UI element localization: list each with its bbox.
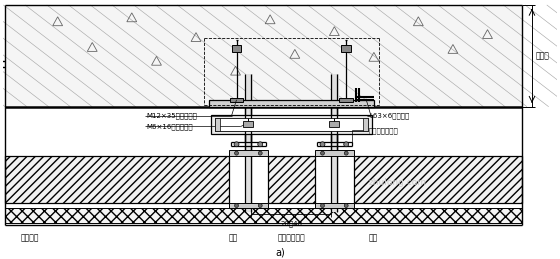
Text: 龙骨: 龙骨 xyxy=(229,233,238,242)
Bar xyxy=(244,120,253,127)
Bar xyxy=(354,156,522,203)
Circle shape xyxy=(344,151,348,155)
Text: M6×16不锈钐螺栓: M6×16不锈钐螺栓 xyxy=(147,123,193,130)
Text: 可调节: 可调节 xyxy=(536,51,550,60)
Bar xyxy=(341,46,351,52)
Bar xyxy=(211,115,372,134)
Circle shape xyxy=(258,151,262,155)
Text: 垂直间隙龙骨: 垂直间隙龙骨 xyxy=(278,233,305,242)
Bar xyxy=(228,203,268,208)
Text: 不锈钐连接螺钉: 不锈钐连接螺钉 xyxy=(369,127,399,134)
Circle shape xyxy=(235,204,239,207)
Circle shape xyxy=(320,151,324,155)
Bar xyxy=(228,150,268,156)
Bar xyxy=(5,208,522,223)
Bar xyxy=(215,118,220,131)
Circle shape xyxy=(344,204,348,207)
Bar xyxy=(215,118,368,131)
Text: 20～40: 20～40 xyxy=(281,220,302,227)
Bar xyxy=(339,98,353,102)
Bar xyxy=(341,46,351,52)
Circle shape xyxy=(320,204,324,207)
Circle shape xyxy=(320,142,325,147)
Bar xyxy=(315,150,354,156)
Bar xyxy=(245,74,253,212)
Bar xyxy=(329,120,339,127)
Bar xyxy=(332,74,339,212)
Bar xyxy=(5,156,228,203)
Text: a): a) xyxy=(275,247,285,257)
Text: 挂件: 挂件 xyxy=(369,233,378,242)
Text: L63×6镇锌角铝: L63×6镇锌角铝 xyxy=(369,112,409,119)
Circle shape xyxy=(344,142,349,147)
Text: zhulong.com: zhulong.com xyxy=(369,178,427,187)
Circle shape xyxy=(258,204,262,207)
Text: M12×35不锈钐螺栓: M12×35不锈钐螺栓 xyxy=(147,112,198,119)
Circle shape xyxy=(234,142,239,147)
Text: 陶土挂板: 陶土挂板 xyxy=(21,233,40,242)
Bar xyxy=(268,156,315,203)
Circle shape xyxy=(258,142,263,147)
Bar xyxy=(315,203,354,208)
Bar xyxy=(232,46,241,52)
Bar xyxy=(209,100,374,107)
Bar xyxy=(5,5,522,107)
Bar xyxy=(363,118,368,131)
Bar xyxy=(230,98,244,102)
Bar xyxy=(232,46,241,52)
Circle shape xyxy=(235,151,239,155)
